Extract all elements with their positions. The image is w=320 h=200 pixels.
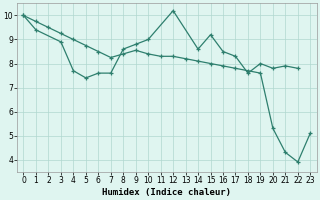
X-axis label: Humidex (Indice chaleur): Humidex (Indice chaleur) [102,188,231,197]
